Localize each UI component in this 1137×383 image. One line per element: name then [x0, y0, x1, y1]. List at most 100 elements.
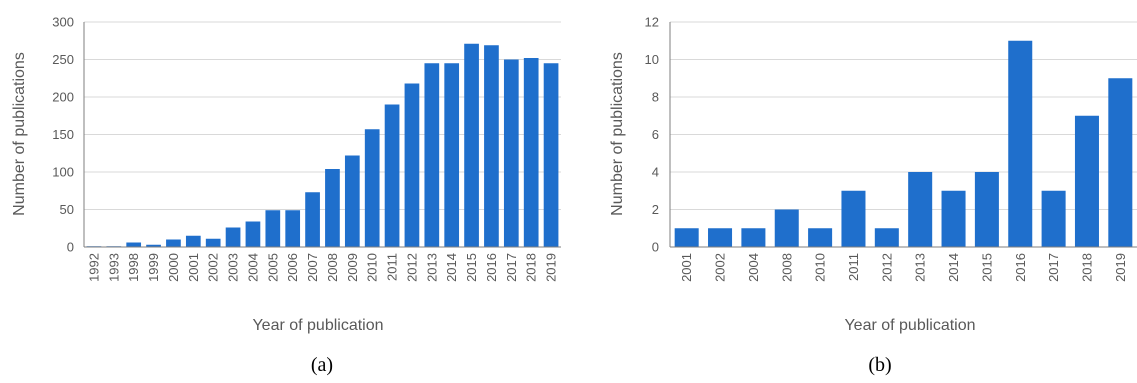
x-tick-label: 2017	[504, 253, 519, 282]
x-tick-label: 2017	[1046, 253, 1061, 282]
x-tick-labels: 2001 2002 2004 2008 2010 2011 2012 2013 2014 2015…	[679, 253, 1128, 282]
gridlines	[670, 21, 1137, 210]
x-tick-label: 2018	[1079, 253, 1094, 282]
bar	[808, 228, 833, 247]
axes	[669, 22, 1137, 248]
x-tick-label: 1992	[86, 253, 101, 282]
x-tick-label: 2002	[206, 253, 221, 282]
x-tick-label: 2013	[424, 253, 439, 282]
bars	[86, 43, 559, 247]
x-tick-label: 2000	[166, 253, 181, 282]
y-tick-label: 100	[52, 165, 74, 180]
bar	[404, 83, 420, 247]
x-tick-label: 1993	[106, 253, 121, 282]
bars	[674, 40, 1133, 247]
bar	[1041, 190, 1066, 247]
y-tick-label: 300	[52, 15, 74, 30]
bar	[1074, 115, 1099, 247]
bar	[225, 227, 241, 247]
x-tick-label: 2006	[285, 253, 300, 282]
y-tick-labels: 0 2 4 6 8 10 12	[645, 15, 659, 255]
y-tick-label: 0	[67, 240, 74, 255]
x-tick-label: 2015	[464, 253, 479, 282]
y-axis-title: Number of publications	[11, 52, 28, 216]
x-tick-label: 2018	[524, 253, 539, 282]
x-tick-label: 2016	[1013, 253, 1028, 282]
x-tick-label: 2008	[325, 253, 340, 282]
bar	[325, 169, 340, 247]
bar	[841, 190, 866, 247]
x-tick-label: 2004	[245, 253, 260, 282]
bar	[674, 228, 699, 247]
bar	[941, 190, 966, 247]
x-tick-label: 2015	[979, 253, 994, 282]
x-tick-label: 2004	[746, 253, 761, 282]
y-tick-label: 12	[645, 15, 659, 30]
x-tick-label: 1998	[126, 253, 141, 282]
bar	[364, 129, 380, 247]
bar	[384, 104, 400, 247]
x-tick-label: 2014	[946, 253, 961, 282]
bar	[464, 43, 479, 247]
bar	[523, 58, 539, 247]
chart-a: 0 50 100 150 200 250 300 1992 1993 1998 1999 2000 2…	[11, 15, 561, 376]
y-tick-label: 8	[652, 90, 659, 105]
x-tick-label: 1999	[146, 253, 161, 282]
bar	[741, 228, 766, 247]
bar	[146, 244, 161, 247]
y-tick-label: 250	[52, 52, 74, 67]
bar	[1108, 78, 1133, 247]
x-tick-label: 2012	[404, 253, 419, 282]
bar	[974, 172, 999, 247]
x-tick-label: 2016	[484, 253, 499, 282]
y-axis-title: Number of publications	[609, 52, 626, 216]
bar	[708, 228, 733, 247]
bar	[166, 239, 181, 247]
x-tick-label: 2011	[385, 253, 400, 281]
x-tick-label: 2019	[1113, 253, 1128, 282]
y-tick-label: 0	[652, 240, 659, 255]
y-tick-label: 2	[652, 202, 659, 217]
x-tick-label: 2010	[813, 253, 828, 282]
x-tick-labels: 1992 1993 1998 1999 2000 2001 2002 2003 2004 2005…	[86, 253, 558, 282]
x-tick-label: 2019	[544, 253, 559, 282]
y-tick-label: 10	[645, 52, 659, 67]
y-tick-label: 50	[60, 202, 74, 217]
bar	[344, 155, 360, 247]
x-tick-label: 2013	[913, 253, 928, 282]
bar	[305, 192, 320, 247]
y-tick-labels: 0 50 100 150 200 250 300	[52, 15, 74, 255]
bar	[503, 59, 519, 247]
bar	[126, 242, 142, 247]
x-tick-label: 2001	[679, 253, 694, 282]
x-axis-title: Year of publication	[252, 317, 383, 334]
panel-label-b: (b)	[868, 354, 891, 376]
bar	[874, 228, 899, 247]
bar	[265, 210, 281, 247]
bar	[245, 221, 261, 247]
bar	[908, 172, 933, 247]
x-tick-label: 2005	[265, 253, 280, 282]
bar	[205, 238, 221, 247]
bar	[444, 63, 460, 247]
y-tick-label: 6	[652, 127, 659, 142]
y-tick-label: 4	[652, 165, 659, 180]
gridlines	[84, 21, 561, 210]
bar	[543, 63, 559, 247]
x-tick-label: 2014	[444, 253, 459, 282]
bar	[424, 63, 440, 247]
x-tick-label: 2001	[186, 253, 201, 282]
x-tick-label: 2008	[779, 253, 794, 282]
x-tick-label: 2011	[846, 253, 861, 281]
x-tick-label: 2010	[365, 253, 380, 282]
bar	[185, 235, 201, 247]
y-tick-label: 200	[52, 90, 74, 105]
bar	[285, 210, 301, 247]
y-tick-label: 150	[52, 127, 74, 142]
bar	[774, 209, 799, 247]
bar	[1008, 40, 1033, 247]
bar	[484, 45, 499, 247]
x-tick-label: 2012	[879, 253, 894, 282]
